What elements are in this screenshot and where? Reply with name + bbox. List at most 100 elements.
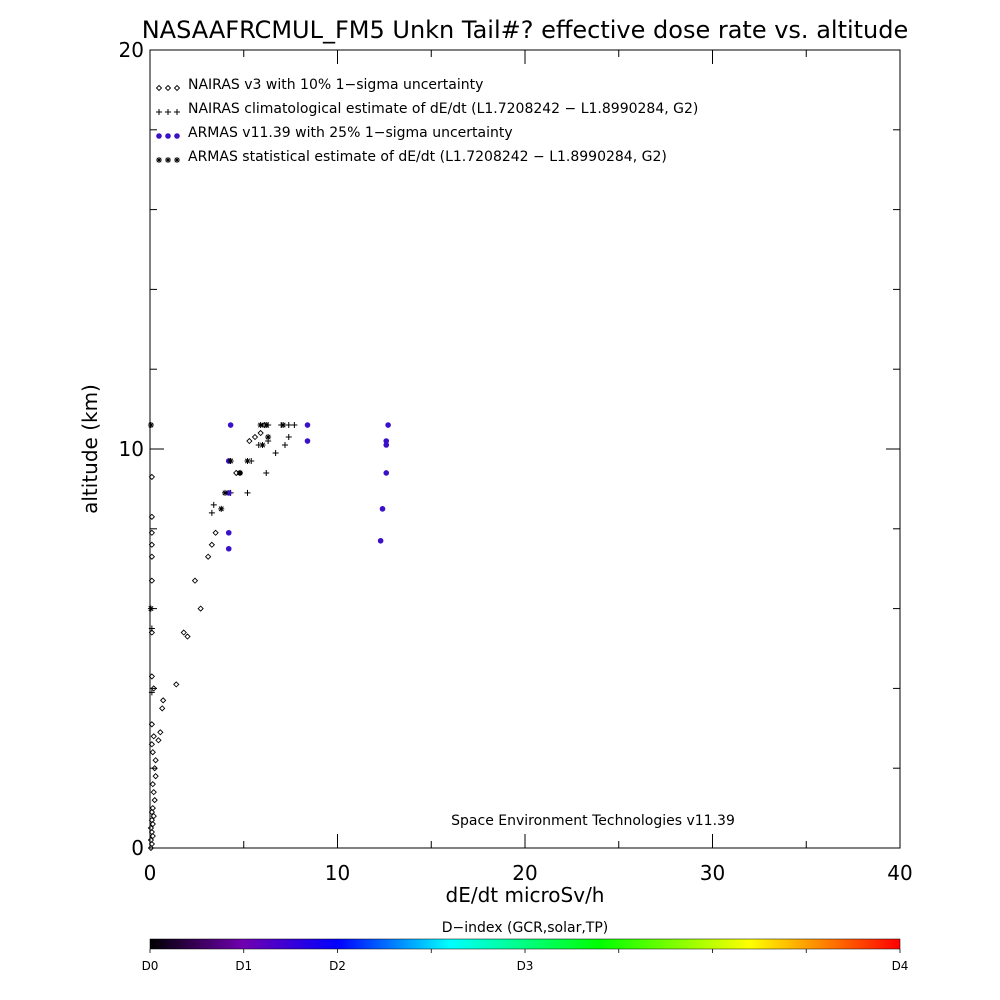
legend-marker-plus <box>156 109 162 115</box>
data-point-diamond <box>148 577 156 584</box>
data-point-plus <box>285 434 292 441</box>
data-point-diamond <box>147 844 155 852</box>
data-point-plus <box>285 422 292 429</box>
legend-marker-plus <box>174 109 180 115</box>
data-point-diamond <box>184 633 191 640</box>
x-tick-label: 40 <box>887 861 912 885</box>
data-point-diamond <box>149 820 156 828</box>
data-point-diamond <box>159 697 167 704</box>
data-point-asterisk <box>257 422 264 429</box>
legend-label: NAIRAS climatological estimate of dE/dt … <box>188 101 698 117</box>
data-point-diamond <box>152 773 159 780</box>
plot-frame <box>149 49 901 849</box>
data-points <box>147 421 391 852</box>
y-tick-labels: 0 10 20 <box>119 38 144 860</box>
legend-marker-dot <box>174 133 180 139</box>
data-point-plus <box>291 422 298 429</box>
series-plus <box>148 422 298 696</box>
data-point-diamond <box>246 437 253 445</box>
legend-marker-asterisk <box>156 157 162 163</box>
x-tick-labels: 0 10 20 30 40 <box>144 861 913 885</box>
data-point-plus <box>282 442 288 449</box>
data-point-diamond <box>147 836 155 844</box>
colorbar-tick-label: D1 <box>235 959 252 973</box>
data-point-diamond <box>148 840 156 848</box>
data-point-dot <box>225 545 232 552</box>
data-point-plus <box>208 509 215 516</box>
data-point-diamond <box>148 629 156 636</box>
x-tick-label: 0 <box>144 861 157 885</box>
x-tick-label: 10 <box>325 861 350 885</box>
axis-ticks <box>149 49 901 849</box>
legend-marker-asterisk <box>174 157 180 163</box>
data-point-diamond <box>148 529 156 536</box>
data-point-diamond <box>150 685 157 692</box>
data-point-plus <box>272 449 279 456</box>
y-tick-label: 10 <box>119 437 144 461</box>
data-point-diamond <box>147 824 155 832</box>
legend-marker-diamond <box>164 84 172 92</box>
data-point-diamond <box>173 681 180 688</box>
data-point-diamond <box>208 541 216 548</box>
data-point-asterisk <box>227 457 234 464</box>
colorbar-tick-label: D0 <box>142 959 159 973</box>
data-point-dot <box>383 442 390 448</box>
legend-label: NAIRAS v3 with 10% 1−sigma uncertainty <box>188 77 483 93</box>
legend-entry: ARMAS v11.39 with 25% 1−sigma uncertaint… <box>156 125 513 141</box>
data-point-asterisk <box>259 442 266 449</box>
legend-marker-diamond <box>155 84 163 92</box>
data-point-diamond <box>148 513 156 520</box>
data-point-diamond <box>152 757 159 764</box>
legend-label: ARMAS statistical estimate of dE/dt (L1.… <box>188 149 667 165</box>
data-point-plus <box>263 469 270 476</box>
data-point-diamond <box>148 721 156 728</box>
data-point-dot <box>383 470 390 476</box>
data-point-dot <box>225 490 232 496</box>
data-point-dot <box>227 422 234 428</box>
y-tick-label: 0 <box>131 836 144 860</box>
x-tick-label: 20 <box>512 861 537 885</box>
legend: NAIRAS v3 with 10% 1−sigma uncertainty NA… <box>155 77 698 165</box>
data-point-diamond <box>148 541 156 548</box>
colorbar-label: D−index (GCR,solar,TP) <box>442 920 609 936</box>
data-point-diamond <box>150 789 157 796</box>
data-point-dot <box>379 506 386 512</box>
colorbar-tick-label: D3 <box>517 959 534 973</box>
data-point-diamond <box>257 429 264 437</box>
data-point-diamond <box>148 808 156 816</box>
data-point-diamond <box>149 781 156 788</box>
data-point-asterisk <box>147 422 154 429</box>
data-point-dot <box>304 422 311 428</box>
legend-entry: NAIRAS climatological estimate of dE/dt … <box>156 101 698 117</box>
colorbar-ticks: D0 D1 D2 D3 D4 <box>142 949 908 973</box>
data-point-diamond <box>148 473 156 481</box>
data-point-asterisk <box>244 457 251 464</box>
data-point-asterisk <box>263 422 270 429</box>
data-point-diamond <box>155 737 162 744</box>
data-point-diamond <box>148 553 156 560</box>
data-point-dot <box>304 438 311 444</box>
data-point-diamond <box>149 832 156 840</box>
data-point-diamond <box>149 749 156 756</box>
data-point-asterisk <box>222 489 228 496</box>
legend-marker-dot <box>156 133 162 139</box>
data-point-asterisk <box>280 422 287 429</box>
chart-title: NASAAFRCMUL_FM5 Unkn Tail#? effective do… <box>142 16 909 44</box>
data-point-diamond <box>180 629 187 636</box>
data-point-diamond <box>212 529 219 536</box>
data-point-plus <box>148 689 155 696</box>
data-point-diamond <box>150 733 157 740</box>
data-point-diamond <box>148 828 156 836</box>
data-point-diamond <box>191 577 199 584</box>
colorbar-tick-label: D2 <box>329 959 346 973</box>
data-point-diamond <box>149 804 156 812</box>
data-point-plus <box>148 625 155 632</box>
data-point-diamond <box>150 812 157 820</box>
legend-marker-plus <box>165 109 171 115</box>
x-axis-label: dE/dt microSv/h <box>446 883 605 907</box>
data-point-asterisk <box>237 469 243 476</box>
annotation-credit: Space Environment Technologies v11.39 <box>451 813 735 829</box>
legend-marker-asterisk <box>165 157 171 163</box>
data-point-diamond <box>197 605 204 612</box>
